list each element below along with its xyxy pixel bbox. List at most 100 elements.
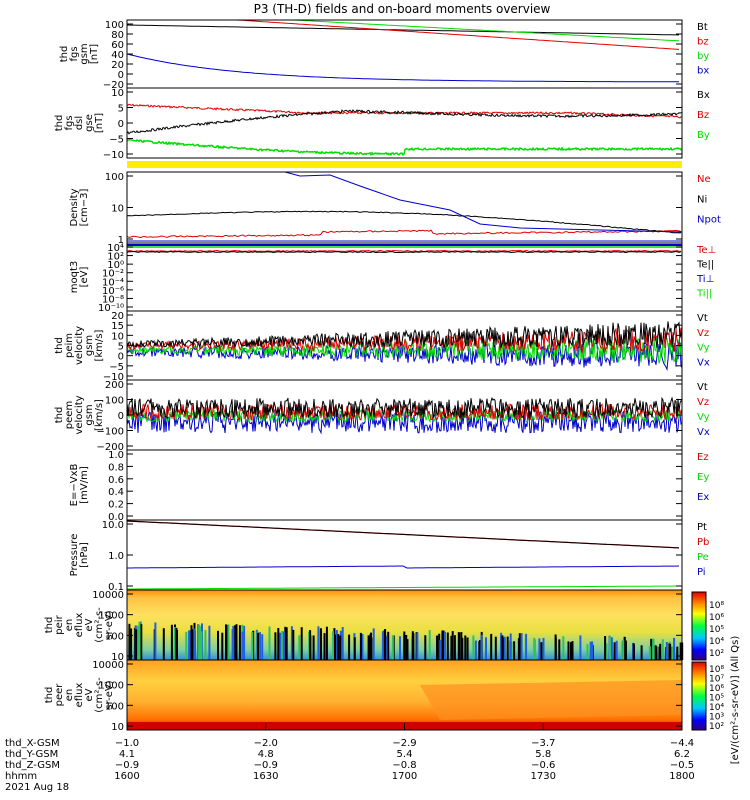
y-tick-label: 5 [118,104,124,115]
spectrogram-cell [562,636,565,660]
y-axis-label-line: fgs [69,46,80,61]
y-axis-label-line: E=−VxB [69,464,80,507]
x-tick-label: 6.2 [674,749,690,760]
x-row-label: thd_X-GSM [5,738,60,749]
colorbar-tick: 10⁴ [709,637,724,647]
y-axis-label-line: velocity [74,395,85,434]
spectrogram-cell [640,645,643,660]
y-axis-label-line: peim [64,333,75,358]
colorbar-tick: 10⁷ [709,675,724,685]
y-axis-label-line: [nPa] [79,542,90,568]
spectrogram-cell [579,635,582,660]
y-tick-label: 10⁰ [107,260,124,271]
y-tick-label: 10⁻² [102,269,124,280]
y-axis-label: Density [cm−3] [69,188,90,226]
spectrogram-cell [632,643,635,660]
y-tick-label: 10000 [92,590,124,601]
legend-label: Vx [697,357,710,368]
legend-label: Vy [697,343,710,354]
spectrogram-cell [359,632,362,660]
y-tick-label: −10 [103,372,124,383]
spectrogram-cell [424,635,427,660]
spectrogram-cell [604,636,607,660]
spectrogram-cell [191,631,194,660]
spectrogram-cell [671,646,674,660]
y-tick-label: 10⁻¹⁰ [98,303,124,314]
y-tick-label: 0.8 [108,462,124,473]
panel-9: 10000 1000 100 10 thd peir en eflux eV (cm²-s-sr-… [44,589,684,663]
y-axis-label: thd peer en eflux eV (cm²-s-sr-eV) [44,677,115,713]
spectrogram-cell [381,631,384,660]
y-axis-label: Pressure [nPa] [69,534,90,577]
spectrogram-cell [554,634,557,660]
y-axis-label-line: peer [54,683,65,707]
y-axis-label-line: moqt3 [69,261,80,294]
y-tick-label: 0 [118,119,124,130]
x-tick-label: 1700 [392,771,417,782]
spectrogram-cell [538,638,541,660]
trace-pt [126,520,680,549]
spectrogram-cell [323,633,326,660]
spectrogram-cell [138,621,141,660]
y-tick-label: 100 [105,20,124,31]
spectrogram-cell [502,637,505,660]
trace-bt [126,24,679,36]
spectrogram-cell [200,631,203,660]
y-axis-label-line: velocity [74,326,85,365]
x-tick-label: −4.4 [670,738,694,749]
legend-label: Npot [697,215,721,226]
y-tick-label: 1000 [99,611,124,622]
y-axis-label-line: Density [69,188,80,226]
spectrogram-cell [238,625,241,660]
legend-label: Pe [697,552,709,563]
x-tick-label: 5.4 [397,749,413,760]
legend-label: Vt [697,382,708,393]
spectrogram-cell [485,637,487,660]
y-axis-label-line: thd [44,687,55,704]
spectrogram-cell [279,632,282,660]
spectrogram-cell [661,639,664,660]
spectrogram-cell [652,638,655,660]
trace-vt [126,321,683,349]
y-axis-label-line: fgs [64,115,75,130]
y-axis-label-line: eflux [74,683,85,708]
spectrogram-cell [615,640,618,660]
spectrogram-cell [501,635,504,660]
panel-7: 1.00.8 0.60.4 0.20.0 E=−VxB [mV/m] Ez Ey Ex [69,449,709,523]
spectrogram-cell [438,633,441,660]
y-axis-label-line: gsm [79,43,90,64]
spectrogram-cell [292,629,295,660]
y-axis-label-line: sr-eV) [104,610,115,639]
spectrogram-cell [204,630,207,660]
y-tick-label: 10⁴ [107,243,124,254]
y-tick-label: 10 [111,88,124,99]
y-tick-label: 20 [111,311,124,322]
spectrogram-cell [494,636,497,660]
spectrogram-cell [403,631,406,660]
spectrogram-cell [176,629,178,660]
spectrogram-cell [406,639,409,660]
spectrogram-cell [140,624,143,660]
y-tick-label: −200 [97,442,124,453]
y-axis-label-line: (cm²-s- [94,607,105,643]
panel-8: 10.0 1.0 0.1 Pressure [nPa] Pt Pb Pe Pi [69,519,709,593]
spectrogram-cell [339,635,342,660]
y-tick-label: 1000 [99,681,124,692]
legend-label: Ey [697,472,709,483]
spectrogram-cell [232,625,235,660]
legend-label: Ti⊥ [696,274,714,285]
spectrogram-cell [261,634,264,660]
y-tick-label: 10000 [92,660,124,671]
spectrogram-cell [506,636,509,660]
spectrogram-cell [451,631,454,660]
x-row-label: thd_Z-GSM [5,760,60,771]
y-tick-label: −5 [109,362,124,373]
colorbar-tick: 10⁶ [709,684,724,694]
spectrogram-cell [312,635,315,660]
spectrogram-cell [341,627,344,660]
spectrogram-cell [466,637,469,660]
legend-label: Ez [697,452,709,463]
spectrogram-cell [259,632,261,660]
